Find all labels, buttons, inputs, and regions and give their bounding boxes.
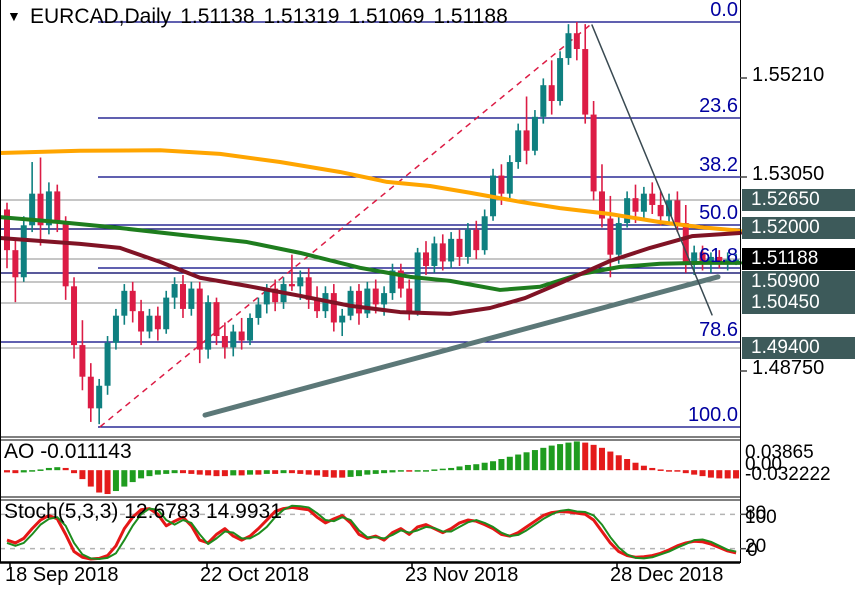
ohlc-open: 1.51138 (180, 5, 255, 28)
stoch-signal (6, 504, 737, 560)
resistance-line (591, 24, 713, 316)
ohlc-low: 1.51069 (348, 5, 425, 28)
symbol-period-label: EURCAD,Daily (30, 5, 172, 28)
stoch-indicator-label: Stoch(5,3,3) 12.6783 14.9931 (4, 500, 282, 523)
chart-title: EURCAD,Daily 1.51138 1.51319 1.51069 1.51188 (30, 5, 517, 29)
ma-fast-maroon (0, 230, 742, 316)
ao-indicator-label: AO -0.011143 (4, 440, 132, 463)
ma-medium-green (0, 215, 742, 292)
chart-dropdown-icon[interactable]: ▼ (7, 8, 21, 24)
ohlc-close: 1.51188 (433, 5, 508, 28)
fibo-diagonal (99, 24, 591, 428)
support-trendline (202, 274, 721, 418)
stoch-values: 12.6783 14.9931 (124, 500, 282, 523)
ohlc-high: 1.51319 (263, 5, 340, 28)
chart-area[interactable] (0, 0, 747, 569)
ma-slow-orange (0, 148, 742, 233)
ao-value: -0.011143 (40, 440, 132, 463)
